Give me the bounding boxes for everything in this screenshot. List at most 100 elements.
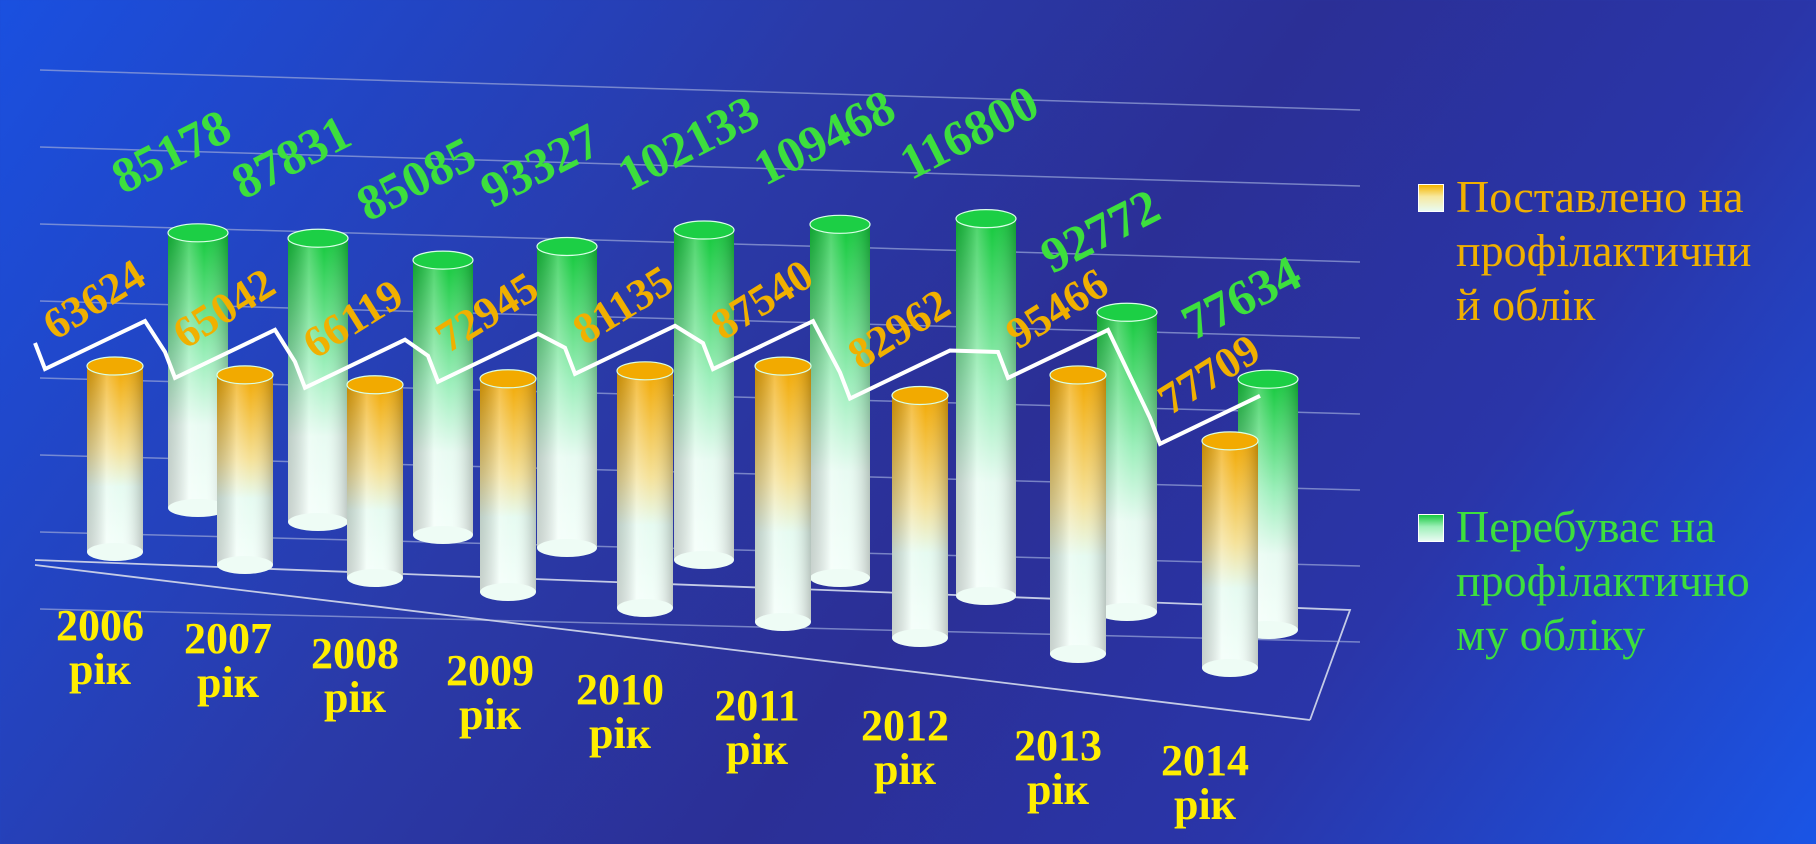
category-suffix: рік [1174,780,1237,829]
category-year: 2009 [446,646,534,695]
bar-green-7-base [1097,603,1157,621]
bar-orange-0 [86,356,144,561]
bar-orange-7-top [1049,365,1107,385]
value-label-on-record-6: 116800 [891,74,1048,191]
category-suffix: рік [1027,765,1090,814]
category-year: 2010 [576,665,664,714]
value-label-on-record-7: 92772 [1032,177,1169,284]
category-suffix: рік [726,725,789,774]
bar-orange-1 [216,365,274,574]
bar-green-5-shade [810,224,870,578]
bar-green-1-top [287,228,349,248]
callout-zigzag [33,318,1261,447]
bar-orange-2-shade [347,384,403,578]
bar-orange-4-top [616,361,674,381]
category-labels: 2006рік2007рік2008рік2009рік2010рік2011р… [56,601,1249,829]
category-year: 2011 [714,681,800,730]
bar-orange-8-top [1201,431,1259,451]
bar-green-0-base [168,499,228,517]
bar-orange-6 [891,385,949,647]
bar-green-1-base [288,513,348,531]
category-suffix: рік [197,658,260,707]
value-label-registered-0: 63624 [34,250,153,350]
category-suffix: рік [589,709,652,758]
bar-green-2 [412,250,474,544]
bar-orange-7 [1049,365,1107,663]
bar-orange-3-top [479,369,537,389]
value-label-on-record-4: 102133 [609,84,768,202]
bar-orange-0-base [87,543,143,561]
bar-green-5-top [809,214,871,234]
category-suffix: рік [69,645,132,694]
category-suffix: рік [324,673,387,722]
bar-green-3-shade [537,246,597,548]
grid-line [39,608,1361,643]
bar-orange-5 [754,356,812,631]
bars [86,209,1299,677]
bar-green-7-top [1096,302,1158,322]
bar-orange-0-top [86,356,144,376]
bar-green-6 [955,209,1017,605]
bar-orange-2 [346,375,404,587]
bar-orange-3 [479,369,537,601]
bar-orange-6-top [891,385,949,406]
legend-label-registered: Поставлено на профілактични й облік [1456,171,1752,330]
value-label-on-record-2: 85085 [348,125,485,232]
bar-green-4-base [674,551,734,569]
bar-orange-7-base [1050,645,1106,663]
legend-label-on-record: Перебуває на профілактично му обліку [1456,501,1750,660]
bar-green-2-shade [413,260,473,535]
bar-orange-1-base [217,556,273,574]
bar-green-6-shade [956,218,1016,596]
bar-orange-4-shade [617,370,673,608]
bar-orange-0-shade [87,366,143,552]
grid-line [39,69,1361,111]
category-year: 2007 [184,614,272,663]
bar-orange-5-top [754,356,812,376]
bar-green-8-top [1237,369,1299,389]
grid-line [39,146,1361,187]
bar-green-1 [287,228,349,531]
bar-orange-8-base [1202,659,1258,677]
category-year: 2012 [861,701,949,750]
value-label-on-record-5: 109468 [745,78,904,196]
bar-orange-4-base [617,599,673,617]
value-label-on-record-0: 85178 [103,98,240,205]
bar-green-4 [673,220,735,569]
bar-green-5-base [810,569,870,587]
category-year: 2006 [56,601,144,650]
bar-green-3 [536,236,598,557]
bar-orange-8-shade [1202,440,1258,668]
bar-orange-3-base [480,583,536,601]
bar-green-2-base [413,526,473,544]
bar-green-7 [1096,302,1158,621]
bar-green-7-shade [1097,312,1157,612]
category-suffix: рік [874,745,937,794]
category-year: 2013 [1014,721,1102,770]
bar-orange-6-shade [892,395,948,638]
bar-green-5 [809,214,871,587]
bar-orange-8 [1201,431,1259,677]
value-label-on-record-3: 93327 [472,112,609,219]
floor-front [34,564,1311,721]
bar-orange-1-top [216,365,274,385]
legend-item-registered: Поставлено на профілактични й облік [1418,170,1816,332]
bar-orange-5-shade [755,366,811,622]
bar-green-6-base [956,587,1016,605]
category-suffix: рік [459,690,522,739]
bar-orange-1-shade [217,374,273,565]
category-year: 2014 [1161,736,1249,785]
floor-edge [34,559,1352,721]
bar-green-3-top [536,236,598,257]
legend-swatch-green [1418,514,1444,542]
bar-green-4-shade [674,230,734,560]
bar-orange-5-base [755,613,811,631]
bar-orange-2-top [346,375,404,395]
